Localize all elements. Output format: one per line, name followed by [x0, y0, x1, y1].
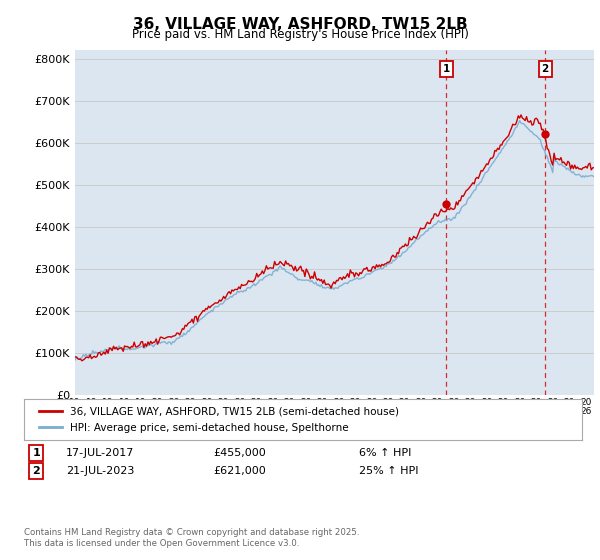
Text: 17-JUL-2017: 17-JUL-2017	[66, 448, 134, 458]
Text: Contains HM Land Registry data © Crown copyright and database right 2025.
This d: Contains HM Land Registry data © Crown c…	[24, 528, 359, 548]
Text: 36, VILLAGE WAY, ASHFORD, TW15 2LB: 36, VILLAGE WAY, ASHFORD, TW15 2LB	[133, 17, 467, 32]
Text: Price paid vs. HM Land Registry's House Price Index (HPI): Price paid vs. HM Land Registry's House …	[131, 28, 469, 41]
Text: 1: 1	[443, 64, 450, 74]
Text: 25% ↑ HPI: 25% ↑ HPI	[359, 466, 418, 476]
Text: £455,000: £455,000	[214, 448, 266, 458]
Legend: 36, VILLAGE WAY, ASHFORD, TW15 2LB (semi-detached house), HPI: Average price, se: 36, VILLAGE WAY, ASHFORD, TW15 2LB (semi…	[35, 402, 403, 437]
Text: 21-JUL-2023: 21-JUL-2023	[66, 466, 134, 476]
Text: 2: 2	[542, 64, 549, 74]
Text: 6% ↑ HPI: 6% ↑ HPI	[359, 448, 411, 458]
Text: £621,000: £621,000	[214, 466, 266, 476]
Text: 2: 2	[32, 466, 40, 476]
Text: 1: 1	[32, 448, 40, 458]
